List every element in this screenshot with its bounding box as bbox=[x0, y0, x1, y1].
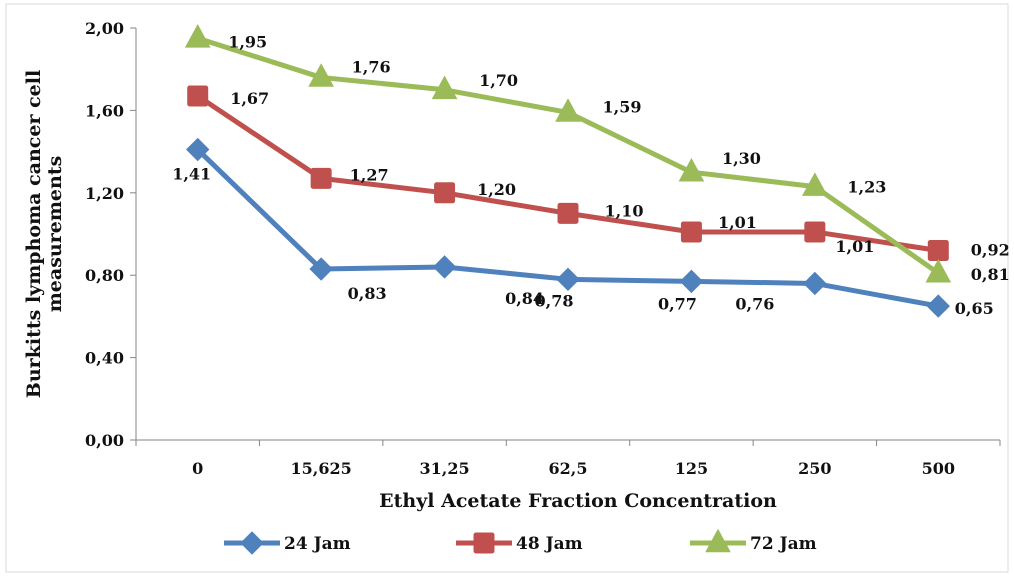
data-label-series-3: 1,95 bbox=[228, 32, 267, 51]
data-label-series-2: 0,92 bbox=[971, 240, 1010, 259]
y-tick-label: 1,60 bbox=[85, 101, 124, 120]
legend-label: 48 Jam bbox=[516, 534, 583, 554]
series-2-point bbox=[927, 239, 949, 261]
series-3-point bbox=[184, 24, 211, 48]
series-3-point bbox=[678, 157, 705, 182]
data-label-series-3: 1,76 bbox=[352, 57, 391, 76]
y-axis-title: Burkitts lymphoma cancer cellmeasurement… bbox=[23, 70, 66, 398]
series-2-point bbox=[804, 221, 826, 243]
data-label-series-2: 1,27 bbox=[350, 165, 389, 184]
series-3-point bbox=[431, 75, 458, 100]
y-tick-label: 1,20 bbox=[85, 184, 124, 203]
legend-marker-icon bbox=[473, 532, 495, 554]
series-2-point bbox=[434, 182, 456, 204]
series-3-point bbox=[555, 98, 581, 122]
x-tick-label: 500 bbox=[922, 459, 955, 478]
chart-border bbox=[5, 3, 1009, 573]
legend-marker-icon bbox=[705, 528, 731, 553]
data-label-series-2: 1,67 bbox=[230, 89, 269, 108]
data-label-series-3: 1,23 bbox=[847, 178, 886, 197]
legend-label: 72 Jam bbox=[750, 534, 817, 554]
y-tick-label: 0,80 bbox=[85, 266, 124, 285]
series-1-point bbox=[556, 267, 580, 292]
x-tick-label: 125 bbox=[675, 459, 708, 478]
data-label-series-3: 1,30 bbox=[722, 149, 761, 168]
legend-marker-icon bbox=[240, 531, 264, 555]
y-axis-title-line: measurements bbox=[44, 156, 66, 313]
series-2-point bbox=[680, 221, 702, 243]
x-tick-label: 62,5 bbox=[549, 459, 588, 478]
data-label-series-1: 0,83 bbox=[348, 284, 387, 303]
series-1-point bbox=[432, 255, 457, 279]
x-tick-label: 31,25 bbox=[420, 459, 470, 478]
series-1-point bbox=[803, 271, 827, 296]
x-tick-label: 15,625 bbox=[291, 459, 352, 478]
series-2-point bbox=[187, 85, 209, 107]
series-3-point bbox=[925, 258, 952, 283]
legend-item-1: 24 Jam bbox=[224, 531, 351, 555]
series-2-point bbox=[557, 202, 579, 224]
y-axis-title-line: Burkitts lymphoma cancer cell bbox=[23, 70, 45, 398]
y-tick-label: 0,00 bbox=[85, 431, 124, 450]
data-label-series-1: 1,41 bbox=[172, 165, 211, 184]
data-label-series-3: 0,81 bbox=[971, 265, 1010, 284]
y-tick-label: 0,40 bbox=[85, 349, 124, 368]
x-tick-label: 0 bbox=[192, 459, 203, 478]
data-label-series-1: 0,65 bbox=[955, 299, 994, 318]
data-label-series-1: 0,78 bbox=[535, 291, 574, 310]
series-3-point bbox=[802, 172, 828, 196]
legend-label: 24 Jam bbox=[284, 534, 351, 554]
series-2-point bbox=[310, 167, 332, 189]
data-label-series-3: 1,59 bbox=[603, 97, 642, 116]
data-label-series-1: 0,76 bbox=[735, 294, 774, 313]
data-label-series-2: 1,01 bbox=[718, 213, 757, 232]
series-1-point bbox=[679, 269, 704, 294]
data-label-series-2: 1,20 bbox=[477, 180, 516, 199]
series-1-point bbox=[186, 137, 210, 162]
y-tick-label: 2,00 bbox=[85, 19, 124, 38]
data-label-series-3: 1,70 bbox=[479, 71, 518, 90]
data-label-series-2: 1,01 bbox=[835, 237, 874, 256]
series-line-3 bbox=[196, 35, 940, 276]
data-label-series-1: 0,84 bbox=[505, 289, 544, 308]
data-label-series-2: 1,10 bbox=[605, 201, 644, 220]
x-axis-title: Ethyl Acetate Fraction Concentration bbox=[379, 490, 777, 512]
legend-item-2: 48 Jam bbox=[456, 532, 583, 554]
series-1-point bbox=[309, 257, 333, 281]
legend-item-3: 72 Jam bbox=[690, 528, 817, 554]
x-tick-label: 250 bbox=[798, 459, 831, 478]
series-3-point bbox=[308, 63, 334, 87]
data-label-series-1: 0,77 bbox=[658, 294, 697, 313]
series-1-point bbox=[926, 294, 950, 318]
